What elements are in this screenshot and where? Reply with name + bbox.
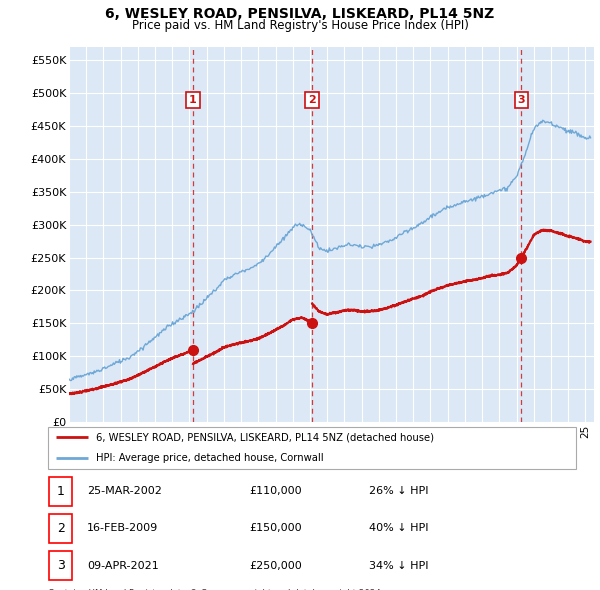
Text: Contains HM Land Registry data © Crown copyright and database right 2024.
This d: Contains HM Land Registry data © Crown c… (48, 589, 383, 590)
Text: 25-MAR-2002: 25-MAR-2002 (87, 486, 162, 496)
FancyBboxPatch shape (48, 427, 576, 469)
Text: 1: 1 (189, 95, 197, 105)
Text: 3: 3 (517, 95, 525, 105)
Text: 09-APR-2021: 09-APR-2021 (87, 560, 159, 571)
Text: Price paid vs. HM Land Registry's House Price Index (HPI): Price paid vs. HM Land Registry's House … (131, 19, 469, 32)
Text: 1: 1 (56, 484, 65, 498)
Text: 40% ↓ HPI: 40% ↓ HPI (369, 523, 428, 533)
Text: 6, WESLEY ROAD, PENSILVA, LISKEARD, PL14 5NZ (detached house): 6, WESLEY ROAD, PENSILVA, LISKEARD, PL14… (95, 432, 434, 442)
Text: HPI: Average price, detached house, Cornwall: HPI: Average price, detached house, Corn… (95, 454, 323, 463)
Text: 26% ↓ HPI: 26% ↓ HPI (369, 486, 428, 496)
FancyBboxPatch shape (49, 551, 72, 580)
Text: £150,000: £150,000 (249, 523, 302, 533)
Text: 6, WESLEY ROAD, PENSILVA, LISKEARD, PL14 5NZ: 6, WESLEY ROAD, PENSILVA, LISKEARD, PL14… (106, 7, 494, 21)
Text: £110,000: £110,000 (249, 486, 302, 496)
Text: £250,000: £250,000 (249, 560, 302, 571)
Text: 3: 3 (56, 559, 65, 572)
Text: 34% ↓ HPI: 34% ↓ HPI (369, 560, 428, 571)
Text: 2: 2 (308, 95, 316, 105)
Text: 2: 2 (56, 522, 65, 535)
Text: 16-FEB-2009: 16-FEB-2009 (87, 523, 158, 533)
FancyBboxPatch shape (49, 514, 72, 543)
FancyBboxPatch shape (49, 477, 72, 506)
